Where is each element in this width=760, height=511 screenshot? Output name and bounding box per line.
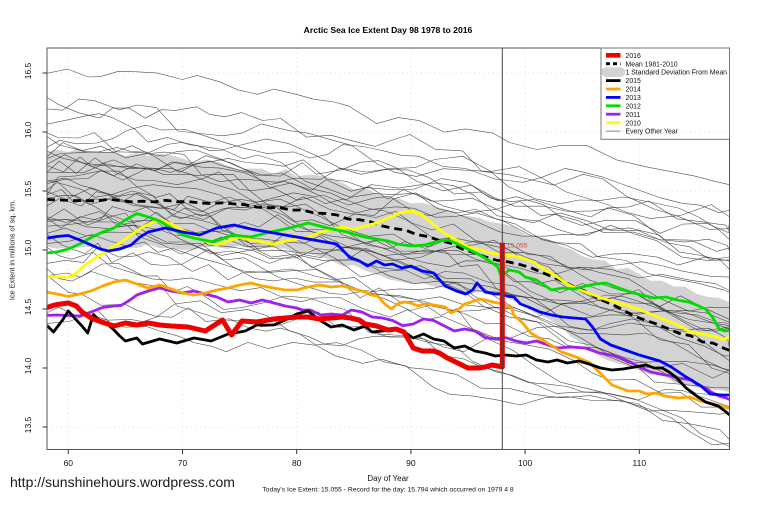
svg-text:Today's Ice Extent: 15.055 -: Today's Ice Extent: 15.055 - Record for … (262, 487, 514, 494)
svg-text:2015: 2015 (626, 78, 641, 85)
svg-text:110: 110 (633, 458, 647, 468)
svg-text:60: 60 (64, 458, 74, 468)
svg-text:13.5: 13.5 (23, 416, 33, 433)
svg-text:2011: 2011 (626, 112, 641, 119)
svg-text:80: 80 (292, 458, 302, 468)
svg-text:14.0: 14.0 (23, 357, 33, 374)
svg-text:1 Standard Deviation From Mean: 1 Standard Deviation From Mean (626, 70, 728, 77)
svg-text:15.0: 15.0 (23, 239, 33, 256)
svg-text:Ice Extent in millions of sq.: Ice Extent in millions of sq. km. (8, 200, 17, 300)
svg-text:16.0: 16.0 (23, 121, 33, 138)
svg-text:15.055: 15.055 (507, 243, 528, 250)
svg-text:Every Other Year: Every Other Year (626, 129, 679, 136)
svg-text:http://sunshinehours.wordpress: http://sunshinehours.wordpress.com (10, 474, 235, 490)
svg-text:2012: 2012 (626, 103, 641, 110)
svg-text:15.5: 15.5 (23, 180, 33, 197)
svg-text:2016: 2016 (626, 53, 641, 60)
svg-text:2014: 2014 (626, 87, 641, 94)
svg-text:100: 100 (518, 458, 532, 468)
svg-text:2013: 2013 (626, 95, 641, 102)
svg-text:Arctic Sea Ice Extent Day 98 1: Arctic Sea Ice Extent Day 98 1978 to 201… (304, 25, 473, 35)
svg-text:14.5: 14.5 (23, 298, 33, 315)
svg-text:2010: 2010 (626, 120, 641, 127)
svg-text:90: 90 (406, 458, 416, 468)
svg-text:16.5: 16.5 (23, 62, 33, 79)
svg-text:Day of Year: Day of Year (367, 474, 409, 483)
svg-text:Mean 1981-2010: Mean 1981-2010 (626, 61, 678, 68)
svg-text:70: 70 (178, 458, 188, 468)
